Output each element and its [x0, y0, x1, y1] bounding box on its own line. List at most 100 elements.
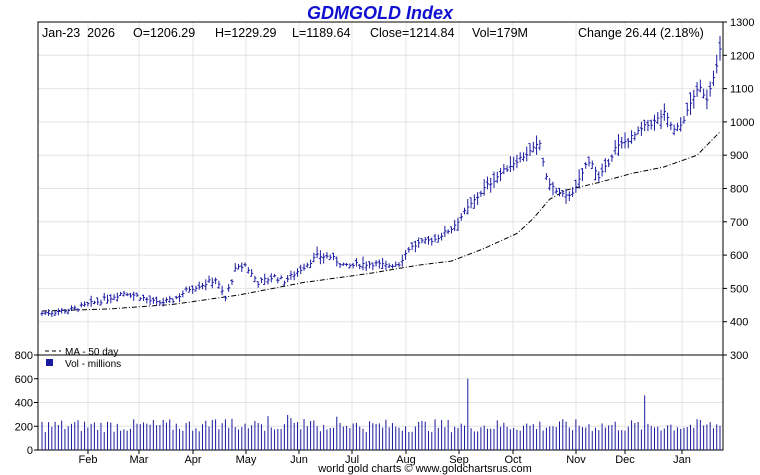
price-bar [148, 295, 152, 305]
price-bar [629, 130, 634, 144]
price-bar [557, 187, 562, 197]
price-bar [266, 277, 270, 285]
price-bar [305, 262, 309, 268]
price-bar [426, 235, 431, 245]
price-bar [76, 308, 80, 313]
month-label: Aug [396, 454, 416, 466]
price-bar [348, 263, 352, 269]
price-bar [610, 154, 614, 162]
volume-tick-label: 800 [15, 350, 33, 362]
ma-50-day-line [41, 131, 721, 312]
month-label: Apr [184, 454, 201, 466]
price-bar [289, 270, 293, 280]
price-bar [364, 261, 368, 272]
price-bar [603, 158, 607, 173]
price-bar [407, 246, 411, 253]
price-bar [715, 54, 719, 74]
price-bar [243, 262, 247, 267]
price-bar [279, 275, 283, 280]
price-bar [639, 121, 643, 137]
price-bar [492, 171, 496, 188]
price-bar [459, 213, 463, 221]
price-bar [53, 310, 57, 316]
price-bar [112, 294, 116, 300]
price-bar [718, 35, 722, 61]
month-label: Jan [673, 454, 691, 466]
price-bar [181, 290, 185, 298]
price-tick-label: 900 [730, 150, 748, 162]
price-bar [358, 263, 362, 270]
price-bar [449, 226, 454, 234]
price-bar [636, 126, 640, 135]
price-bar [626, 137, 630, 149]
price-bar [685, 102, 689, 116]
price-bar [318, 250, 323, 265]
price-bar [50, 310, 54, 317]
price-bar [69, 305, 74, 312]
price-bar [272, 273, 277, 278]
price-bar [525, 146, 529, 162]
price-bar [66, 308, 70, 315]
price-bar [171, 298, 175, 304]
volume-tick-label: 600 [15, 374, 33, 386]
price-bar [308, 259, 313, 269]
price-bar [479, 190, 483, 197]
price-bar [99, 299, 103, 306]
price-bar [269, 273, 273, 283]
legend-ma: MA - 50 day [45, 347, 118, 358]
price-bar [256, 281, 260, 288]
price-bar [646, 119, 650, 132]
price-bar [40, 311, 44, 316]
price-bar [151, 297, 155, 304]
price-bar [371, 262, 375, 271]
price-bar [60, 308, 64, 314]
price-bar [187, 286, 191, 293]
price-bar [590, 160, 594, 170]
price-bar [161, 297, 165, 307]
moving-average [41, 131, 721, 312]
price-bar [341, 262, 345, 266]
price-bar [643, 119, 647, 132]
price-bars [40, 35, 722, 317]
price-bar [263, 273, 267, 285]
price-bar [128, 292, 133, 298]
price-bar [79, 302, 83, 308]
price-bar [534, 135, 539, 155]
info-volume: Vol=179M [472, 26, 528, 40]
price-bar [276, 277, 280, 284]
info-open: O=1206.29 [133, 26, 195, 40]
price-bar [466, 199, 470, 215]
price-bar [410, 242, 414, 251]
price-bar [220, 285, 224, 296]
price-axis: 1300 1200 1100 1000 900 800 700 600 500 400 300 [723, 17, 754, 362]
price-bar [705, 89, 709, 110]
price-bar [698, 79, 702, 93]
price-bar [322, 253, 326, 264]
price-bar [587, 156, 591, 167]
price-bar [335, 256, 339, 267]
price-bar [433, 233, 437, 243]
x-axis: Feb Mar Apr May Jun Jul Aug Sep Oct Nov Dec Jan [79, 450, 691, 466]
price-bar [302, 263, 306, 271]
price-bar [345, 262, 349, 267]
grid [38, 22, 723, 450]
price-bar [109, 294, 113, 304]
price-bar [374, 260, 378, 267]
price-bar [105, 294, 110, 304]
price-bar [574, 179, 578, 193]
price-bar [688, 92, 693, 115]
price-bar [122, 290, 126, 297]
price-bar [63, 308, 67, 314]
price-bar [119, 291, 123, 297]
price-bar [417, 237, 421, 248]
chart-title: GDMGOLD Index [307, 3, 454, 23]
volume-tick-label: 400 [15, 398, 33, 410]
price-tick-label: 1000 [730, 117, 754, 129]
price-bar [649, 119, 653, 130]
price-bar [669, 121, 673, 131]
price-bar [662, 103, 666, 121]
volume-bars [41, 378, 721, 450]
price-bar [230, 279, 234, 286]
price-bar [184, 286, 188, 292]
price-bar [377, 259, 381, 269]
